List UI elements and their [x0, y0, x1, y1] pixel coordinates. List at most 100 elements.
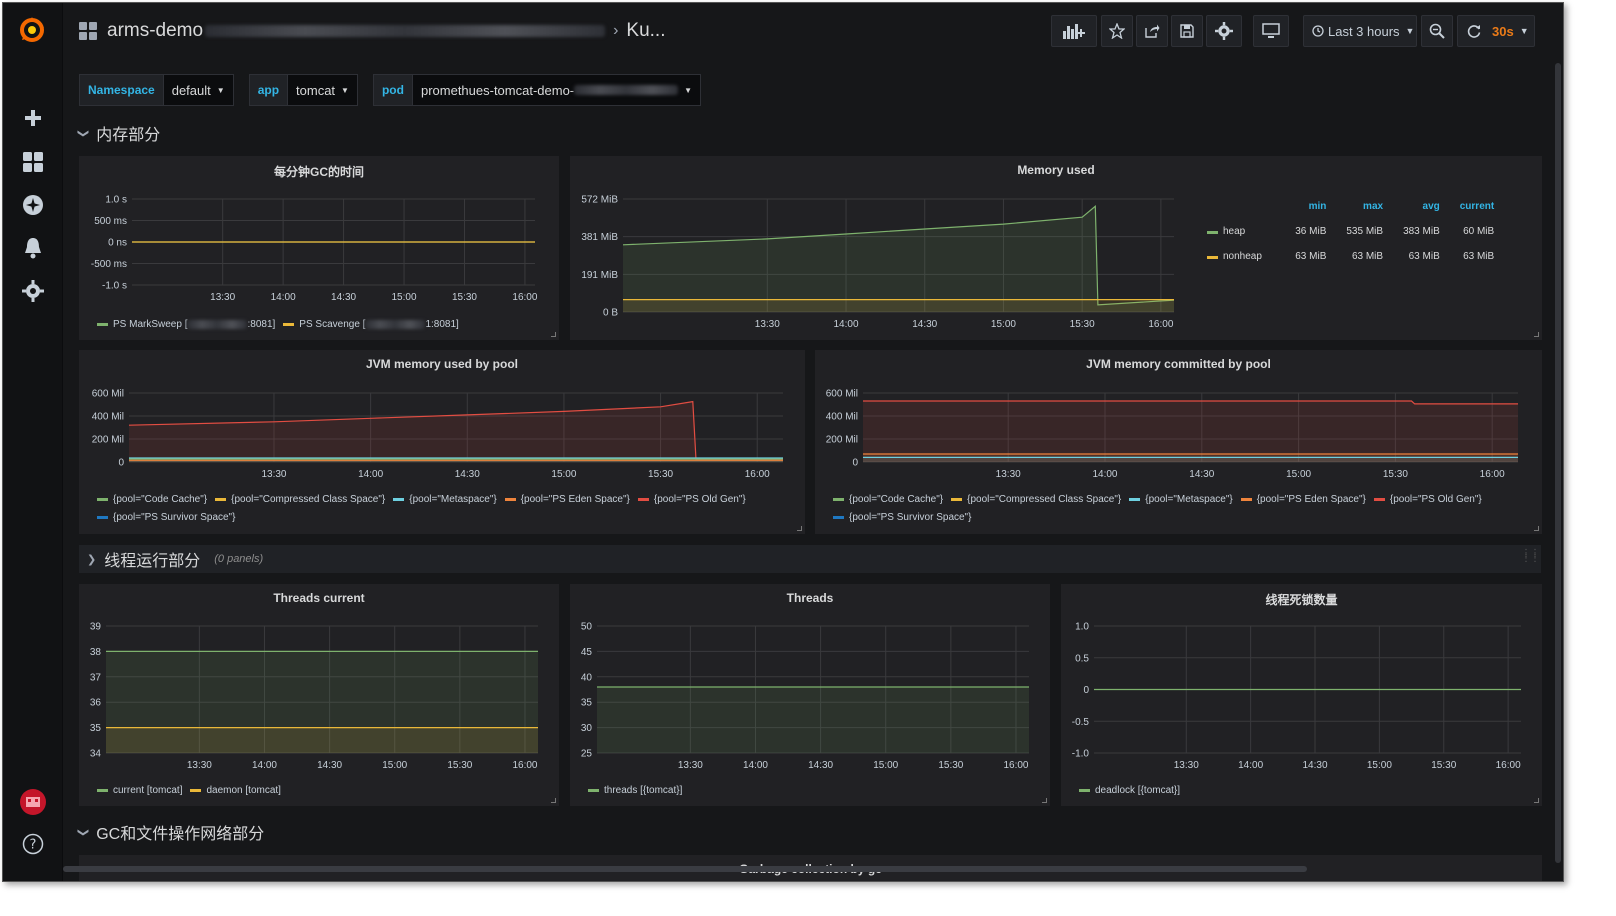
resize-handle[interactable]: [1534, 526, 1539, 531]
row-memory[interactable]: ❯ 内存部分: [77, 121, 160, 145]
chevron-down-icon: ❯: [77, 128, 90, 138]
x-tick-label: 14:00: [271, 292, 296, 303]
resize-handle[interactable]: [1042, 798, 1047, 803]
grafana-logo-icon[interactable]: [17, 15, 47, 45]
legend-item[interactable]: {pool="Code Cache"}: [97, 490, 207, 508]
redacted-text: [574, 85, 679, 95]
y-tick-label: 381 MiB: [581, 232, 618, 243]
legend-swatch: [97, 515, 108, 519]
legend-row[interactable]: nonheap 63 MiB 63 MiB 63 MiB 63 MiB: [1203, 247, 1494, 270]
variable-label: app: [248, 74, 289, 106]
y-tick-label: 572 MiB: [581, 195, 618, 206]
clock-icon: [1312, 25, 1324, 37]
tv-mode-monitor-icon[interactable]: [1253, 15, 1289, 47]
legend-item[interactable]: PS Scavenge [1:8081]: [283, 315, 459, 333]
drag-handle-icon[interactable]: ⋮⋮ ⋮⋮: [1521, 548, 1540, 564]
legend-label-suffix: :8081]: [247, 318, 276, 330]
star-icon[interactable]: [1101, 15, 1133, 47]
legend-item[interactable]: {pool="Metaspace"}: [393, 490, 497, 508]
legend-row[interactable]: heap 36 MiB 535 MiB 383 MiB 60 MiB: [1203, 222, 1494, 245]
x-tick-label: 15:30: [1431, 760, 1456, 771]
variable-value[interactable]: default ▼: [163, 74, 234, 106]
panel-deadlock[interactable]: 线程死锁数量 1.0 0.5 0 -0.5 -1.0 13:30 14:00 14:30 15:…: [1061, 584, 1542, 806]
panel-jvm-committed[interactable]: JVM memory committed by pool 600 Mil 400 …: [815, 350, 1542, 534]
help-icon[interactable]: ?: [21, 832, 45, 856]
breadcrumb-chevron-icon: ›: [613, 22, 619, 39]
time-range-picker[interactable]: Last 3 hours ▼: [1303, 15, 1417, 47]
series-area-fill: [863, 401, 1518, 462]
panel-jvm-used[interactable]: JVM memory used by pool 600 Mil 400 Mil 20…: [79, 350, 805, 534]
variable-app[interactable]: app tomcat ▼: [248, 74, 358, 106]
series-area-fill: [623, 206, 1174, 312]
legend-item[interactable]: current [tomcat]: [97, 781, 182, 799]
alerting-bell-icon[interactable]: [21, 236, 45, 260]
resize-handle[interactable]: [551, 332, 556, 337]
series-area-fill: [597, 687, 1029, 753]
legend-header: max: [1363, 201, 1384, 212]
legend-item[interactable]: {pool="PS Eden Space"}: [504, 490, 630, 508]
legend-item[interactable]: {pool="Compressed Class Space"}: [951, 490, 1121, 508]
y-tick-label: 400 Mil: [826, 412, 858, 423]
refresh-picker[interactable]: 30s ▼: [1457, 15, 1535, 47]
legend-item[interactable]: {pool="Code Cache"}: [833, 490, 943, 508]
variable-pod[interactable]: pod promethues-tomcat-demo- ▼: [372, 74, 702, 106]
variable-value[interactable]: promethues-tomcat-demo- ▼: [412, 74, 702, 106]
dashboard-title[interactable]: arms-demo › Ku...: [107, 20, 665, 42]
row-gc[interactable]: ❯ GC和文件操作网络部分: [77, 820, 264, 844]
y-tick-label: 1.0: [1075, 622, 1089, 633]
panel-threads[interactable]: Threads 50 45 40 35 30 25 13:30 14:00 14:30 15:00…: [570, 584, 1050, 806]
panel-threads-current[interactable]: Threads current 39 38 37 36 35 34 13:30 14:00 14…: [79, 584, 559, 806]
y-tick-label: 50: [581, 622, 593, 633]
add-panel-button[interactable]: [1051, 15, 1097, 47]
legend-item[interactable]: {pool="PS Eden Space"}: [1240, 490, 1366, 508]
legend-header: current: [1459, 201, 1495, 212]
top-navbar: arms-demo › Ku...: [63, 3, 1563, 63]
x-tick-label: 16:00: [512, 760, 537, 771]
share-icon[interactable]: [1136, 15, 1168, 47]
panel-graph: 600 Mil 400 Mil 200 Mil 0 13:30 14:00 14:30 15:…: [92, 389, 783, 480]
legend-item[interactable]: daemon [tomcat]: [190, 781, 281, 799]
x-tick-label: 14:00: [252, 760, 277, 771]
zoom-out-icon[interactable]: [1421, 15, 1453, 47]
vertical-scrollbar[interactable]: [1555, 63, 1561, 863]
legend-item[interactable]: {pool="PS Old Gen"}: [637, 490, 746, 508]
horizontal-scrollbar[interactable]: [63, 866, 1307, 872]
chevron-right-icon: ❯: [87, 553, 97, 566]
resize-handle[interactable]: [551, 798, 556, 803]
y-tick-label: 0.5: [1075, 653, 1089, 664]
explore-compass-icon[interactable]: [21, 193, 45, 217]
row-threads[interactable]: ❯ 线程运行部分 (0 panels) ⋮⋮ ⋮⋮: [79, 545, 1541, 573]
x-tick-label: 16:00: [1480, 469, 1505, 480]
legend-item[interactable]: {pool="Metaspace"}: [1129, 490, 1233, 508]
variable-namespace[interactable]: Namespace default ▼: [79, 74, 234, 106]
legend-swatch: [215, 497, 227, 501]
y-tick-label: 35: [581, 698, 593, 709]
legend-swatch: [504, 497, 516, 501]
panel-gc-time[interactable]: 每分钟GC的时间 1.0 s 500 ms 0 ns -500 ms -1.0 s 13:…: [79, 156, 559, 340]
legend-item[interactable]: {pool="PS Old Gen"}: [1373, 490, 1482, 508]
y-tick-label: 600 Mil: [92, 389, 124, 400]
legend-item[interactable]: PS MarkSweep [:8081]: [97, 315, 275, 333]
legend-item[interactable]: deadlock [{tomcat}]: [1079, 781, 1180, 799]
resize-handle[interactable]: [1534, 798, 1539, 803]
settings-gear-icon[interactable]: [21, 279, 45, 303]
y-tick-label: 25: [581, 749, 593, 760]
legend-item[interactable]: {pool="PS Survivor Space"}: [97, 508, 235, 526]
save-icon[interactable]: [1171, 15, 1203, 47]
legend-item[interactable]: {pool="Compressed Class Space"}: [215, 490, 385, 508]
dashboard-settings-gear-icon[interactable]: [1206, 15, 1242, 47]
legend-item[interactable]: threads [{tomcat}]: [588, 781, 682, 799]
legend-swatch: [97, 322, 108, 326]
resize-handle[interactable]: [797, 526, 802, 531]
resize-handle[interactable]: [1534, 332, 1539, 337]
y-tick-label: 34: [90, 749, 102, 760]
dashboards-icon[interactable]: [21, 150, 45, 174]
legend-label: {pool="PS Old Gen"}: [653, 493, 746, 505]
x-tick-label: 14:00: [358, 469, 383, 480]
plus-icon[interactable]: [21, 106, 45, 130]
variable-value[interactable]: tomcat ▼: [288, 74, 358, 106]
x-tick-label: 16:00: [1148, 319, 1173, 330]
panel-memory-used[interactable]: Memory used 572 MiB 381 MiB 191 MiB 0 B 13:3…: [570, 156, 1542, 340]
user-avatar[interactable]: [20, 789, 46, 815]
legend-item[interactable]: {pool="PS Survivor Space"}: [833, 508, 971, 526]
